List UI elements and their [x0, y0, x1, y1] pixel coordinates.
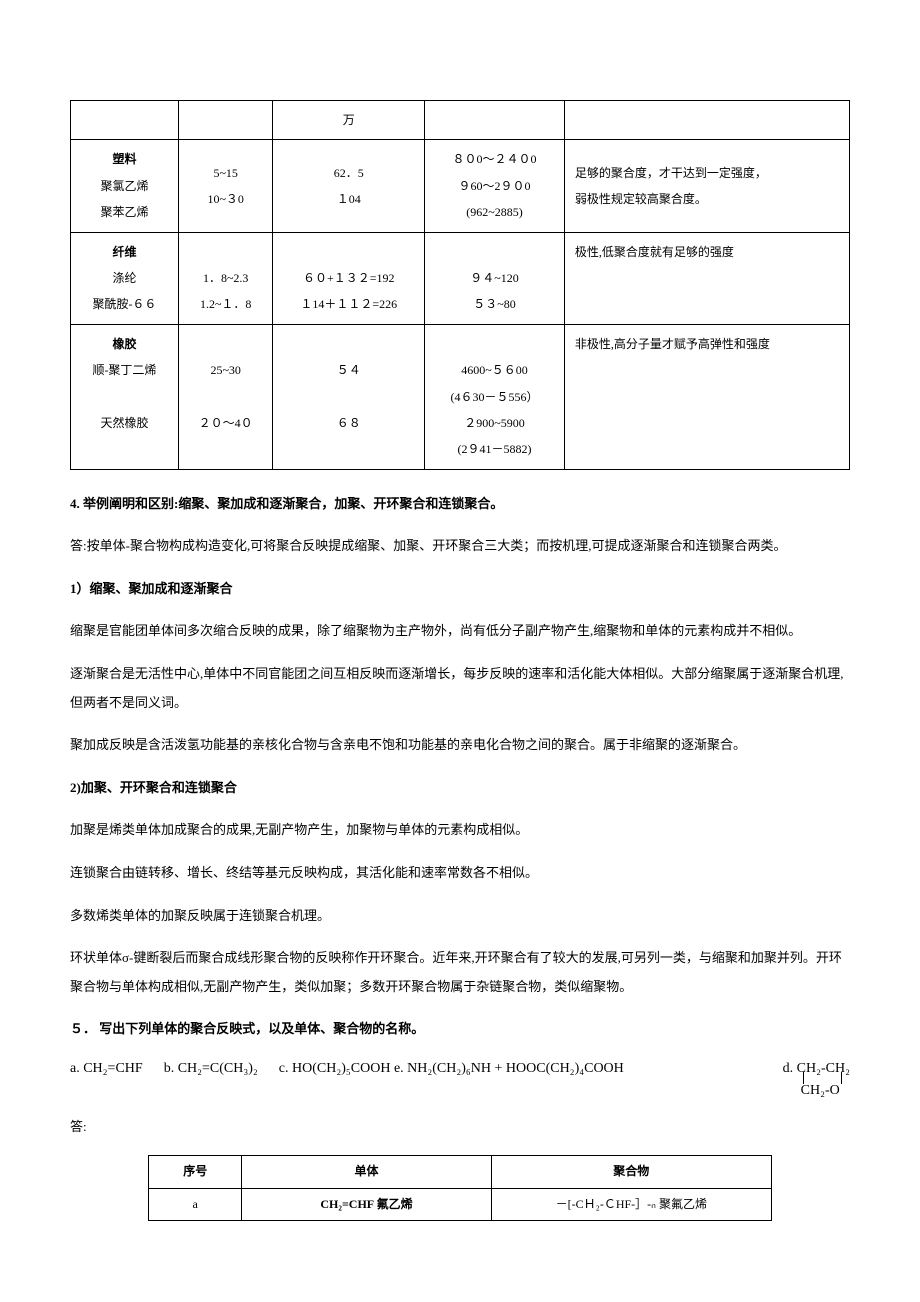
cell-line: (962~2885) [433, 199, 556, 225]
polymer-table: 万 塑料 聚氯乙烯 聚苯乙烯 5~15 10~３0 62．5 １04 ８０0～２… [70, 100, 850, 470]
table-header-row: 序号 单体 聚合物 [149, 1156, 772, 1188]
cell: ９４~120 ５３~80 [425, 232, 565, 324]
cell-line: 62．5 [281, 160, 416, 186]
q4-title: 4. 举例阐明和区别:缩聚、聚加成和逐渐聚合，加聚、开环聚合和连锁聚合。 [70, 490, 850, 519]
sub-label: 聚苯乙烯 [79, 199, 170, 225]
cell: 4600~５６00 (4６30－５556） ２900~5900 (2９41－58… [425, 324, 565, 469]
formula-d: d. CH₂-CH₂ CH₂-O [783, 1058, 850, 1103]
cell-line: 足够的聚合度，才干达到一定强度， [575, 160, 841, 186]
cell [425, 101, 565, 140]
formula-d-bottom: CH₂-O [783, 1080, 850, 1102]
q4-s2-p3: 多数烯类单体的加聚反映属于连锁聚合机理。 [70, 902, 850, 931]
formula-block: a. CH₂=CHF b. CH₂=C(CH₃)₂ c. HO(CH₂)₅COO… [70, 1058, 850, 1103]
col-monomer: 单体 [242, 1156, 491, 1188]
cell-monomer: CH₂=CHF 氟乙烯 [242, 1188, 491, 1220]
sub-label: 聚氯乙烯 [79, 173, 170, 199]
monomer-formula: CH₂=CHF 氟乙烯 [320, 1197, 412, 1211]
q4-s1-p2: 逐渐聚合是无活性中心,单体中不同官能团之间互相反映而逐渐增长，每步反映的速率和活… [70, 660, 850, 717]
cell [564, 101, 849, 140]
group-label: 塑料 [79, 146, 170, 172]
col-polymer: 聚合物 [491, 1156, 771, 1188]
col-seq: 序号 [149, 1156, 242, 1188]
cell-line: ６０+１３２=192 [281, 265, 416, 291]
cell-group: 纤维 涤纶 聚酰胺-６６ [71, 232, 179, 324]
cell-note: 足够的聚合度，才干达到一定强度， 弱极性规定较高聚合度。 [564, 140, 849, 232]
sub-label: 顺-聚丁二烯 [79, 357, 170, 383]
q4-intro: 答:按单体-聚合物构成构造变化,可将聚合反映提成缩聚、加聚、开环聚合三大类；而按… [70, 532, 850, 561]
cell-line: (2９41－5882) [433, 436, 556, 462]
cell-seq: a [149, 1188, 242, 1220]
answer-label: 答: [70, 1113, 850, 1142]
cell-group: 橡胶 顺-聚丁二烯 天然橡胶 [71, 324, 179, 469]
table-row: 万 [71, 101, 850, 140]
sub-label: 聚酰胺-６６ [79, 291, 170, 317]
cell-line: 5~15 [187, 160, 265, 186]
answer-table: 序号 单体 聚合物 a CH₂=CHF 氟乙烯 －[-CＨ₂-ＣHF-］-ₙ 聚… [148, 1155, 772, 1220]
formula-c: c. HO(CH₂)₅COOH [279, 1061, 391, 1076]
cell: ５４ ６８ [273, 324, 425, 469]
cell: 万 [273, 101, 425, 140]
q4-s1-p3: 聚加成反映是含活泼氢功能基的亲核化合物与含亲电不饱和功能基的亲电化合物之间的聚合… [70, 731, 850, 760]
cell [178, 101, 273, 140]
cell-line: ５４ [281, 357, 416, 383]
table-row: a CH₂=CHF 氟乙烯 －[-CＨ₂-ＣHF-］-ₙ 聚氟乙烯 [149, 1188, 772, 1220]
group-label: 橡胶 [79, 331, 170, 357]
cell-note: 非极性,高分子量才赋予高弹性和强度 [564, 324, 849, 469]
cell-group: 塑料 聚氯乙烯 聚苯乙烯 [71, 140, 179, 232]
cell: 25~30 ２０～4０ [178, 324, 273, 469]
q4-s2-p2: 连锁聚合由链转移、增长、终结等基元反映构成，其活化能和速率常数各不相似。 [70, 859, 850, 888]
formula-a: a. CH₂=CHF [70, 1061, 143, 1076]
sub-label: 涤纶 [79, 265, 170, 291]
q4-s2-p4: 环状单体σ-键断裂后而聚合成线形聚合物的反映称作开环聚合。近年来,开环聚合有了较… [70, 944, 850, 1001]
cell: 5~15 10~３0 [178, 140, 273, 232]
cell-line: ６８ [281, 410, 416, 436]
sub-label: 天然橡胶 [79, 410, 170, 436]
q4-s2-title: 2)加聚、开环聚合和连锁聚合 [70, 774, 850, 803]
cell-line: 4600~５６00 [433, 357, 556, 383]
cell-line: ９60～2９０0 [433, 173, 556, 199]
table-row: 橡胶 顺-聚丁二烯 天然橡胶 25~30 ２０～4０ ５４ ６８ 4600~５６… [71, 324, 850, 469]
table-row: 纤维 涤纶 聚酰胺-６６ 1．8~2.3 1.2~１．8 ６０+１３２=192 … [71, 232, 850, 324]
cell-line: 1.2~１．8 [187, 291, 265, 317]
cell-line: １04 [281, 186, 416, 212]
q4-s1-title: 1）缩聚、聚加成和逐渐聚合 [70, 575, 850, 604]
formula-d-top: d. CH₂-CH₂ [783, 1058, 850, 1080]
cell-line: ５３~80 [433, 291, 556, 317]
q5-title: ５． 写出下列单体的聚合反映式，以及单体、聚合物的名称。 [70, 1015, 850, 1044]
cell-line: 25~30 [187, 357, 265, 383]
cell: 62．5 １04 [273, 140, 425, 232]
cell-line: ８０0～２４０0 [433, 146, 556, 172]
cell-line: ２０～4０ [187, 410, 265, 436]
cell: 1．8~2.3 1.2~１．8 [178, 232, 273, 324]
cell-line: 弱极性规定较高聚合度。 [575, 186, 841, 212]
cell: ８０0～２４０0 ９60～2９０0 (962~2885) [425, 140, 565, 232]
cell-note: 极性,低聚合度就有足够的强度 [564, 232, 849, 324]
q4-s1-p1: 缩聚是官能团单体间多次缩合反映的成果，除了缩聚物为主产物外，尚有低分子副产物产生… [70, 617, 850, 646]
cell-line: ９４~120 [433, 265, 556, 291]
cell-line: (4６30－５556） [433, 384, 556, 410]
formula-e: e. NH₂(CH₂)₆NH + HOOC(CH₂)₄COOH [394, 1058, 624, 1080]
cell-line: 10~３0 [187, 186, 265, 212]
cell: ６０+１３２=192 １14＋１１２=226 [273, 232, 425, 324]
group-label: 纤维 [79, 239, 170, 265]
formula-line-abc: a. CH₂=CHF b. CH₂=C(CH₃)₂ c. HO(CH₂)₅COO… [70, 1058, 390, 1080]
cell-line: １14＋１１２=226 [281, 291, 416, 317]
cell-line: ２900~5900 [433, 410, 556, 436]
formula-b: b. CH₂=C(CH₃)₂ [164, 1061, 258, 1076]
q4-s2-p1: 加聚是烯类单体加成聚合的成果,无副产物产生，加聚物与单体的元素构成相似。 [70, 816, 850, 845]
cell [71, 101, 179, 140]
cell-polymer: －[-CＨ₂-ＣHF-］-ₙ 聚氟乙烯 [491, 1188, 771, 1220]
cell-line: 1．8~2.3 [187, 265, 265, 291]
